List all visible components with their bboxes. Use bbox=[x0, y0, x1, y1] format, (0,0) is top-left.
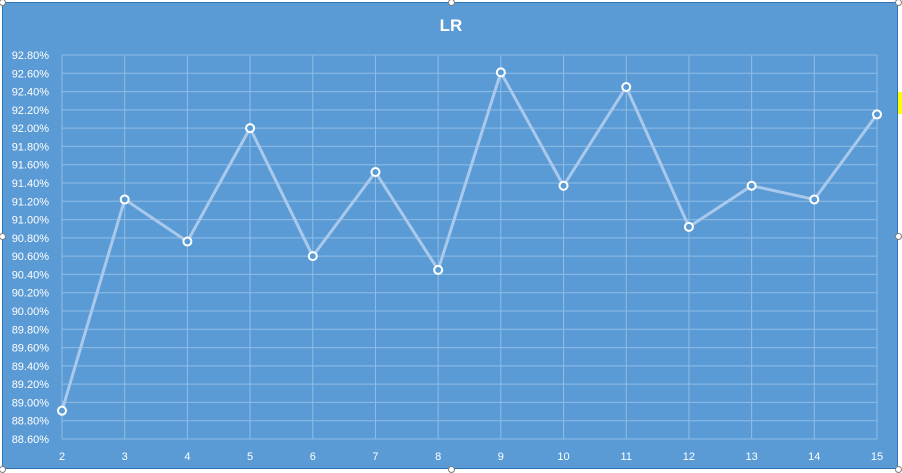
y-tick-label: 88.80% bbox=[12, 416, 50, 428]
x-tick-label: 3 bbox=[122, 451, 128, 463]
y-axis-tick-labels: 92.80% 92.60% 92.40% 92.20% 92.00% 91.80% 91.6… bbox=[12, 50, 50, 446]
data-point-marker[interactable] bbox=[809, 194, 820, 205]
y-tick-label: 92.60% bbox=[12, 68, 50, 80]
y-tick-label: 92.40% bbox=[12, 87, 50, 99]
y-tick-label: 91.80% bbox=[12, 141, 50, 153]
y-tick-label: 90.80% bbox=[12, 233, 50, 245]
sheet-highlight-strip bbox=[898, 92, 902, 114]
x-tick-label: 9 bbox=[498, 451, 504, 463]
y-tick-label: 89.40% bbox=[12, 361, 50, 373]
x-tick-label: 2 bbox=[59, 451, 65, 463]
y-tick-label: 90.00% bbox=[12, 306, 50, 318]
y-tick-label: 89.20% bbox=[12, 379, 50, 391]
data-point-marker[interactable] bbox=[872, 109, 882, 120]
x-tick-label: 15 bbox=[871, 451, 883, 463]
resize-handle-left[interactable] bbox=[0, 233, 6, 240]
y-tick-label: 89.00% bbox=[12, 397, 50, 409]
y-tick-label: 89.60% bbox=[12, 343, 50, 355]
data-point-marker[interactable] bbox=[746, 180, 757, 191]
data-point-marker[interactable] bbox=[119, 194, 130, 205]
data-point-marker[interactable] bbox=[182, 236, 193, 247]
series-line bbox=[60, 70, 879, 412]
data-point-marker[interactable] bbox=[307, 251, 318, 262]
resize-handle-top[interactable] bbox=[448, 0, 455, 6]
y-tick-label: 92.00% bbox=[12, 123, 50, 135]
gridlines bbox=[61, 54, 878, 440]
data-point-marker[interactable] bbox=[683, 221, 694, 232]
y-tick-label: 91.20% bbox=[12, 196, 50, 208]
x-axis-tick-labels: 2 3 4 5 6 7 8 9 10 11 12 13 14 15 bbox=[59, 451, 883, 463]
y-tick-label: 92.20% bbox=[12, 105, 50, 117]
data-point-marker[interactable] bbox=[245, 123, 256, 134]
data-markers bbox=[57, 67, 882, 416]
data-point-marker[interactable] bbox=[433, 264, 444, 275]
x-tick-label: 12 bbox=[683, 451, 695, 463]
y-tick-label: 90.60% bbox=[12, 251, 50, 263]
series-line-path bbox=[60, 70, 879, 412]
data-point-marker[interactable] bbox=[57, 405, 67, 416]
x-tick-label: 8 bbox=[435, 451, 441, 463]
y-tick-label: 92.80% bbox=[12, 50, 50, 62]
y-tick-label: 88.60% bbox=[12, 434, 50, 446]
x-tick-label: 14 bbox=[808, 451, 820, 463]
y-tick-label: 89.80% bbox=[12, 324, 50, 336]
y-tick-label: 91.60% bbox=[12, 160, 50, 172]
x-tick-label: 10 bbox=[557, 451, 569, 463]
y-tick-label: 91.40% bbox=[12, 178, 50, 190]
data-point-marker[interactable] bbox=[558, 180, 569, 191]
data-point-marker[interactable] bbox=[495, 67, 506, 78]
x-tick-label: 6 bbox=[310, 451, 316, 463]
x-tick-label: 7 bbox=[372, 451, 378, 463]
y-tick-label: 91.00% bbox=[12, 215, 50, 227]
x-tick-label: 5 bbox=[247, 451, 253, 463]
data-point-marker[interactable] bbox=[621, 82, 632, 92]
y-tick-label: 90.40% bbox=[12, 269, 50, 281]
resize-handle-top-left[interactable] bbox=[0, 0, 6, 6]
x-tick-label: 4 bbox=[184, 451, 190, 463]
data-point-marker[interactable] bbox=[370, 167, 381, 178]
y-tick-label: 90.20% bbox=[12, 288, 50, 300]
chart-title: LR bbox=[440, 16, 463, 35]
x-tick-label: 11 bbox=[621, 451, 632, 463]
x-tick-label: 13 bbox=[745, 451, 757, 463]
